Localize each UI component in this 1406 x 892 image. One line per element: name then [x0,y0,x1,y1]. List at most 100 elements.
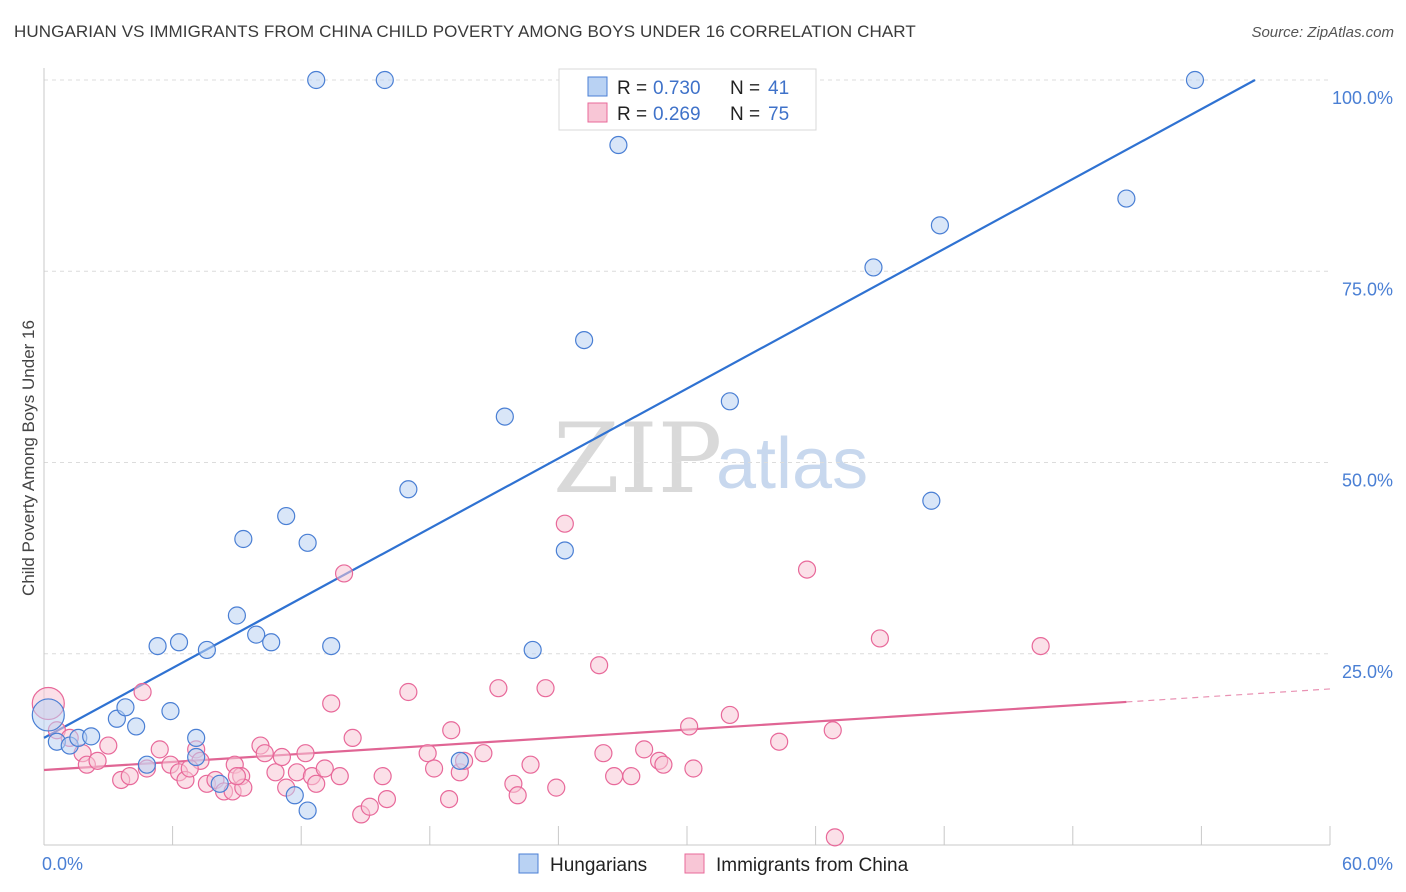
point-hungarians-38 [1117,189,1136,208]
point-hungarians-24 [322,636,341,656]
point-china-39 [360,797,379,816]
point-china-41 [377,789,397,809]
point-hungarians-32 [575,331,594,350]
point-china-33 [315,759,334,778]
point-hungarians-33 [609,135,628,155]
point-hungarians-17 [234,529,253,549]
series-swatch-china [684,853,705,874]
point-china-63 [680,717,699,736]
point-china-72 [227,767,246,786]
point-hungarians-37 [930,216,950,235]
series-swatch-hungarians [518,853,539,874]
legend-r-value-2: 0.269 [653,104,701,125]
point-hungarians-12 [187,747,206,767]
point-hungarians-23 [298,533,317,552]
series-label-china: Immigrants from China [716,855,909,876]
point-hungarians-8 [137,755,156,774]
grid [44,79,1330,655]
point-china-45 [439,789,459,809]
point-china-5 [88,751,107,770]
point-china-57 [594,744,613,763]
point-china-43 [418,744,437,763]
point-china-68 [825,828,844,847]
point-china-32 [307,774,326,793]
point-hungarians-26 [375,70,394,90]
point-china-6 [99,736,118,755]
point-hungarians-30 [523,640,542,660]
point-china-66 [770,732,789,751]
point-hungarians-16 [227,606,246,625]
y-tick-label-3: 25.0% [1342,662,1393,682]
legend-n-label-1: N = [730,78,760,99]
legend-n-value-2: 75 [768,104,789,125]
point-hungarians-27 [399,480,418,499]
legend-n-label-2: N = [730,104,760,125]
point-china-40 [373,767,392,786]
point-hungarians-10 [161,702,180,721]
data-points [31,70,1205,847]
point-china-42 [399,682,418,702]
point-china-74 [474,744,493,763]
point-china-65 [720,705,739,725]
trend-line-china-extension [1126,688,1331,703]
point-china-58 [605,767,624,786]
tick-labels: 100.0% 75.0% 50.0% 25.0% 0.0% 60.0% [42,88,1393,874]
point-china-25 [255,744,274,763]
point-hungarians-15 [210,774,229,793]
y-axis-label: Child Poverty Among Boys Under 16 [19,320,38,596]
point-hungarians-4 [82,727,101,746]
legend-swatch-china [587,102,608,123]
point-china-44 [424,759,444,778]
point-china-8 [120,767,139,786]
point-china-54 [547,778,566,797]
point-hungarians-18 [247,625,266,644]
watermark-zip: ZIP [553,403,722,515]
watermark-atlas: atlas [716,424,868,504]
point-hungarians-9 [148,636,167,656]
trend-lines [43,79,1331,772]
point-china-46 [442,721,461,740]
point-china-26 [266,763,285,782]
point-hungarians-25 [307,70,326,90]
point-china-71 [1031,636,1050,656]
watermark: ZIP atlas [553,403,868,515]
point-china-37 [343,728,362,748]
trend-line-hungarians [43,79,1256,739]
point-china-55 [555,514,574,533]
point-hungarians-28 [450,751,469,770]
point-china-49 [489,679,508,698]
point-china-11 [150,740,169,759]
point-china-56 [590,656,609,675]
point-china-34 [322,694,341,713]
point-china-70 [870,629,890,648]
legend-swatch-hungarians [587,76,608,97]
legend-r-label-2: R = [617,104,647,125]
point-hungarians-11 [169,633,189,652]
legend-r-label-1: R = [617,78,647,99]
point-china-60 [635,740,654,759]
point-china-35 [330,767,349,786]
point-hungarians-14 [197,640,216,660]
point-hungarians-7 [127,717,146,736]
legend-r-value-1: 0.730 [653,78,701,99]
series-legend: Hungarians Immigrants from China [518,853,909,876]
point-china-29 [287,763,307,782]
point-hungarians-31 [555,541,574,560]
point-china-27 [272,747,292,767]
point-china-64 [684,759,703,778]
source-credit: Source: ZipAtlas.com [1251,24,1394,41]
point-china-67 [797,560,817,579]
x-tick-label-0: 0.0% [42,854,83,874]
point-china-36 [334,564,354,583]
point-hungarians-22 [298,801,317,820]
y-tick-label-0: 100.0% [1332,88,1393,108]
point-china-69 [823,721,842,740]
point-china-59 [622,767,641,786]
point-china-51 [508,786,527,805]
legend-n-value-1: 41 [768,78,789,99]
y-tick-label-2: 50.0% [1342,471,1393,491]
point-china-52 [521,755,540,774]
point-china-9 [133,682,152,702]
point-hungarians-21 [285,786,304,805]
